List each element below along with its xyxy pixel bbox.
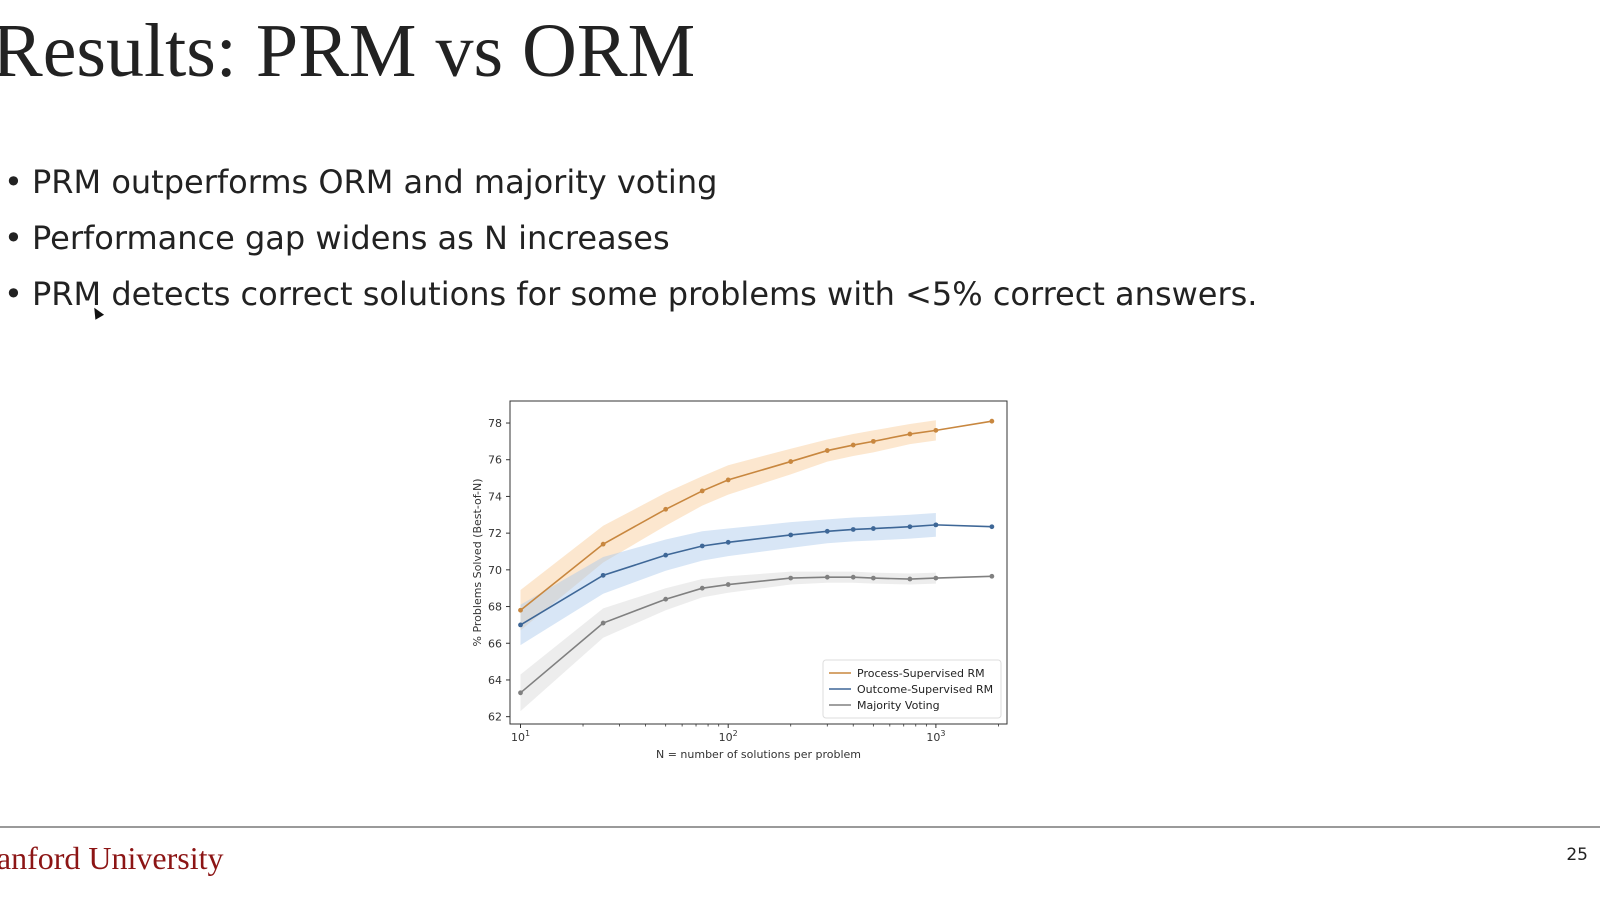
bullet-item-gap-widens: Performance gap widens as N increases [0,210,1257,266]
plot-frame [509,400,1008,725]
data-point [518,690,523,696]
series-line-1 [520,524,992,626]
legend-label: Outcome-Supervised RM [857,683,993,696]
y-tick-label: 78 [488,417,502,430]
legend-label: Majority Voting [857,699,940,712]
data-point [518,607,523,613]
y-tick-label: 68 [488,601,502,614]
data-point [600,572,606,578]
x-axis-label: N = number of solutions per problem [656,748,861,761]
data-point [870,575,876,581]
y-tick-label: 62 [488,711,502,724]
legend-box [822,659,1002,719]
data-point [663,596,669,602]
y-tick-label: 74 [488,490,502,503]
series-band-2 [520,571,936,712]
data-point [600,541,606,547]
bullet-list: PRM outperforms ORM and majority voting … [0,154,1257,322]
data-point [933,522,939,528]
series-band-0 [520,420,936,631]
data-point [824,574,830,580]
data-point [725,582,731,587]
x-tick-label: 102 [719,729,738,744]
data-point [933,427,939,433]
data-point [788,459,794,464]
series-band-1 [520,512,936,646]
data-point [870,438,876,444]
data-point [725,477,731,483]
data-point [725,539,731,545]
data-point [663,506,669,512]
x-tick-label: 103 [926,729,945,744]
data-point [850,574,856,580]
data-point [989,573,995,579]
data-point [600,620,606,626]
bullet-item-prm-detects: PRM detects correct solutions for some p… [0,266,1257,322]
series-line-0 [520,420,992,611]
data-point [788,532,794,538]
data-point [824,448,830,453]
y-tick-label: 66 [488,637,502,650]
data-point [699,543,705,549]
data-point [824,528,830,534]
page-number: 25 [1566,845,1588,865]
series-line-2 [519,575,992,694]
y-axis-label: % Problems Solved (Best-of-N) [471,479,484,647]
data-point [907,576,913,582]
data-point [850,527,856,532]
slide-title: Results: PRM vs ORM [0,9,696,93]
data-point [518,622,523,628]
y-tick-label: 70 [488,564,502,577]
data-point [907,431,913,437]
data-point [989,418,995,424]
data-point [870,526,876,531]
x-tick-label: 101 [511,729,530,744]
best-of-n-line-chart: 62 64 66 68 70 72 74 76 78 101 102 103 N = number of… [471,400,1008,761]
y-tick-label: 76 [488,454,502,467]
bullet-item-prm-outperforms: PRM outperforms ORM and majority voting [0,154,1257,210]
data-point [989,524,995,530]
y-tick-label: 72 [488,527,502,540]
data-point [699,585,705,591]
data-point [933,575,939,581]
data-point [907,524,913,530]
data-point [788,575,794,581]
y-tick-label: 64 [488,674,502,687]
data-point [850,442,856,448]
data-point [699,488,705,494]
stanford-logo: tanford University [0,840,224,876]
footer-divider [0,826,1600,828]
data-point [663,552,669,558]
legend-label: Process-Supervised RM [857,667,985,680]
